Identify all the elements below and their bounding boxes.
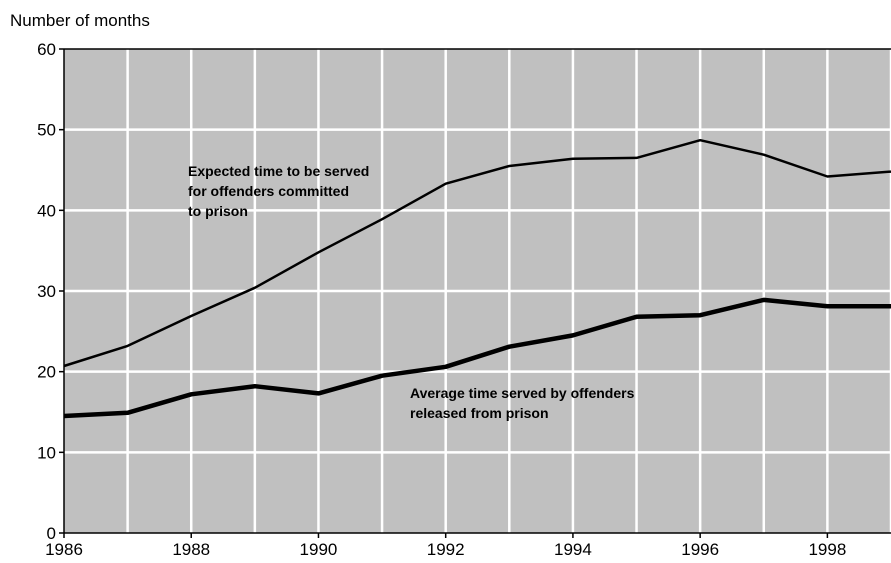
series-line-2 — [63, 297, 891, 419]
x-tick-label: 1990 — [300, 540, 338, 559]
series-annotation-1: to prison — [188, 203, 248, 219]
series-annotation-2: Average time served by offenders — [410, 385, 635, 401]
y-tick-label: 30 — [37, 282, 56, 301]
y-tick-label: 40 — [37, 201, 56, 220]
series-annotation-2: released from prison — [410, 405, 549, 421]
x-tick-label: 1992 — [427, 540, 465, 559]
tick-labels: 0 10 20 30 40 50 60 1986 1988 1990 1992 1994 1996 199… — [37, 40, 846, 559]
x-tick-label: 1994 — [554, 540, 592, 559]
series-annotations: Expected time to be served for offenders … — [188, 163, 635, 421]
x-tick-label: 1986 — [45, 540, 83, 559]
x-tick-label: 1998 — [808, 540, 846, 559]
series-annotation-1: for offenders committed — [188, 183, 349, 199]
series-lines — [63, 138, 891, 419]
y-tick-label: 10 — [37, 443, 56, 462]
y-tick-label: 50 — [37, 121, 56, 140]
y-tick-label: 0 — [47, 524, 56, 543]
series-annotation-1: Expected time to be served — [188, 163, 369, 179]
y-axis-label: Number of months — [10, 11, 150, 30]
y-tick-label: 60 — [37, 40, 56, 59]
x-tick-label: 1988 — [172, 540, 210, 559]
x-tick-label: 1996 — [681, 540, 719, 559]
y-tick-label: 20 — [37, 363, 56, 382]
series-line-1 — [63, 138, 891, 368]
gridlines — [64, 49, 891, 533]
